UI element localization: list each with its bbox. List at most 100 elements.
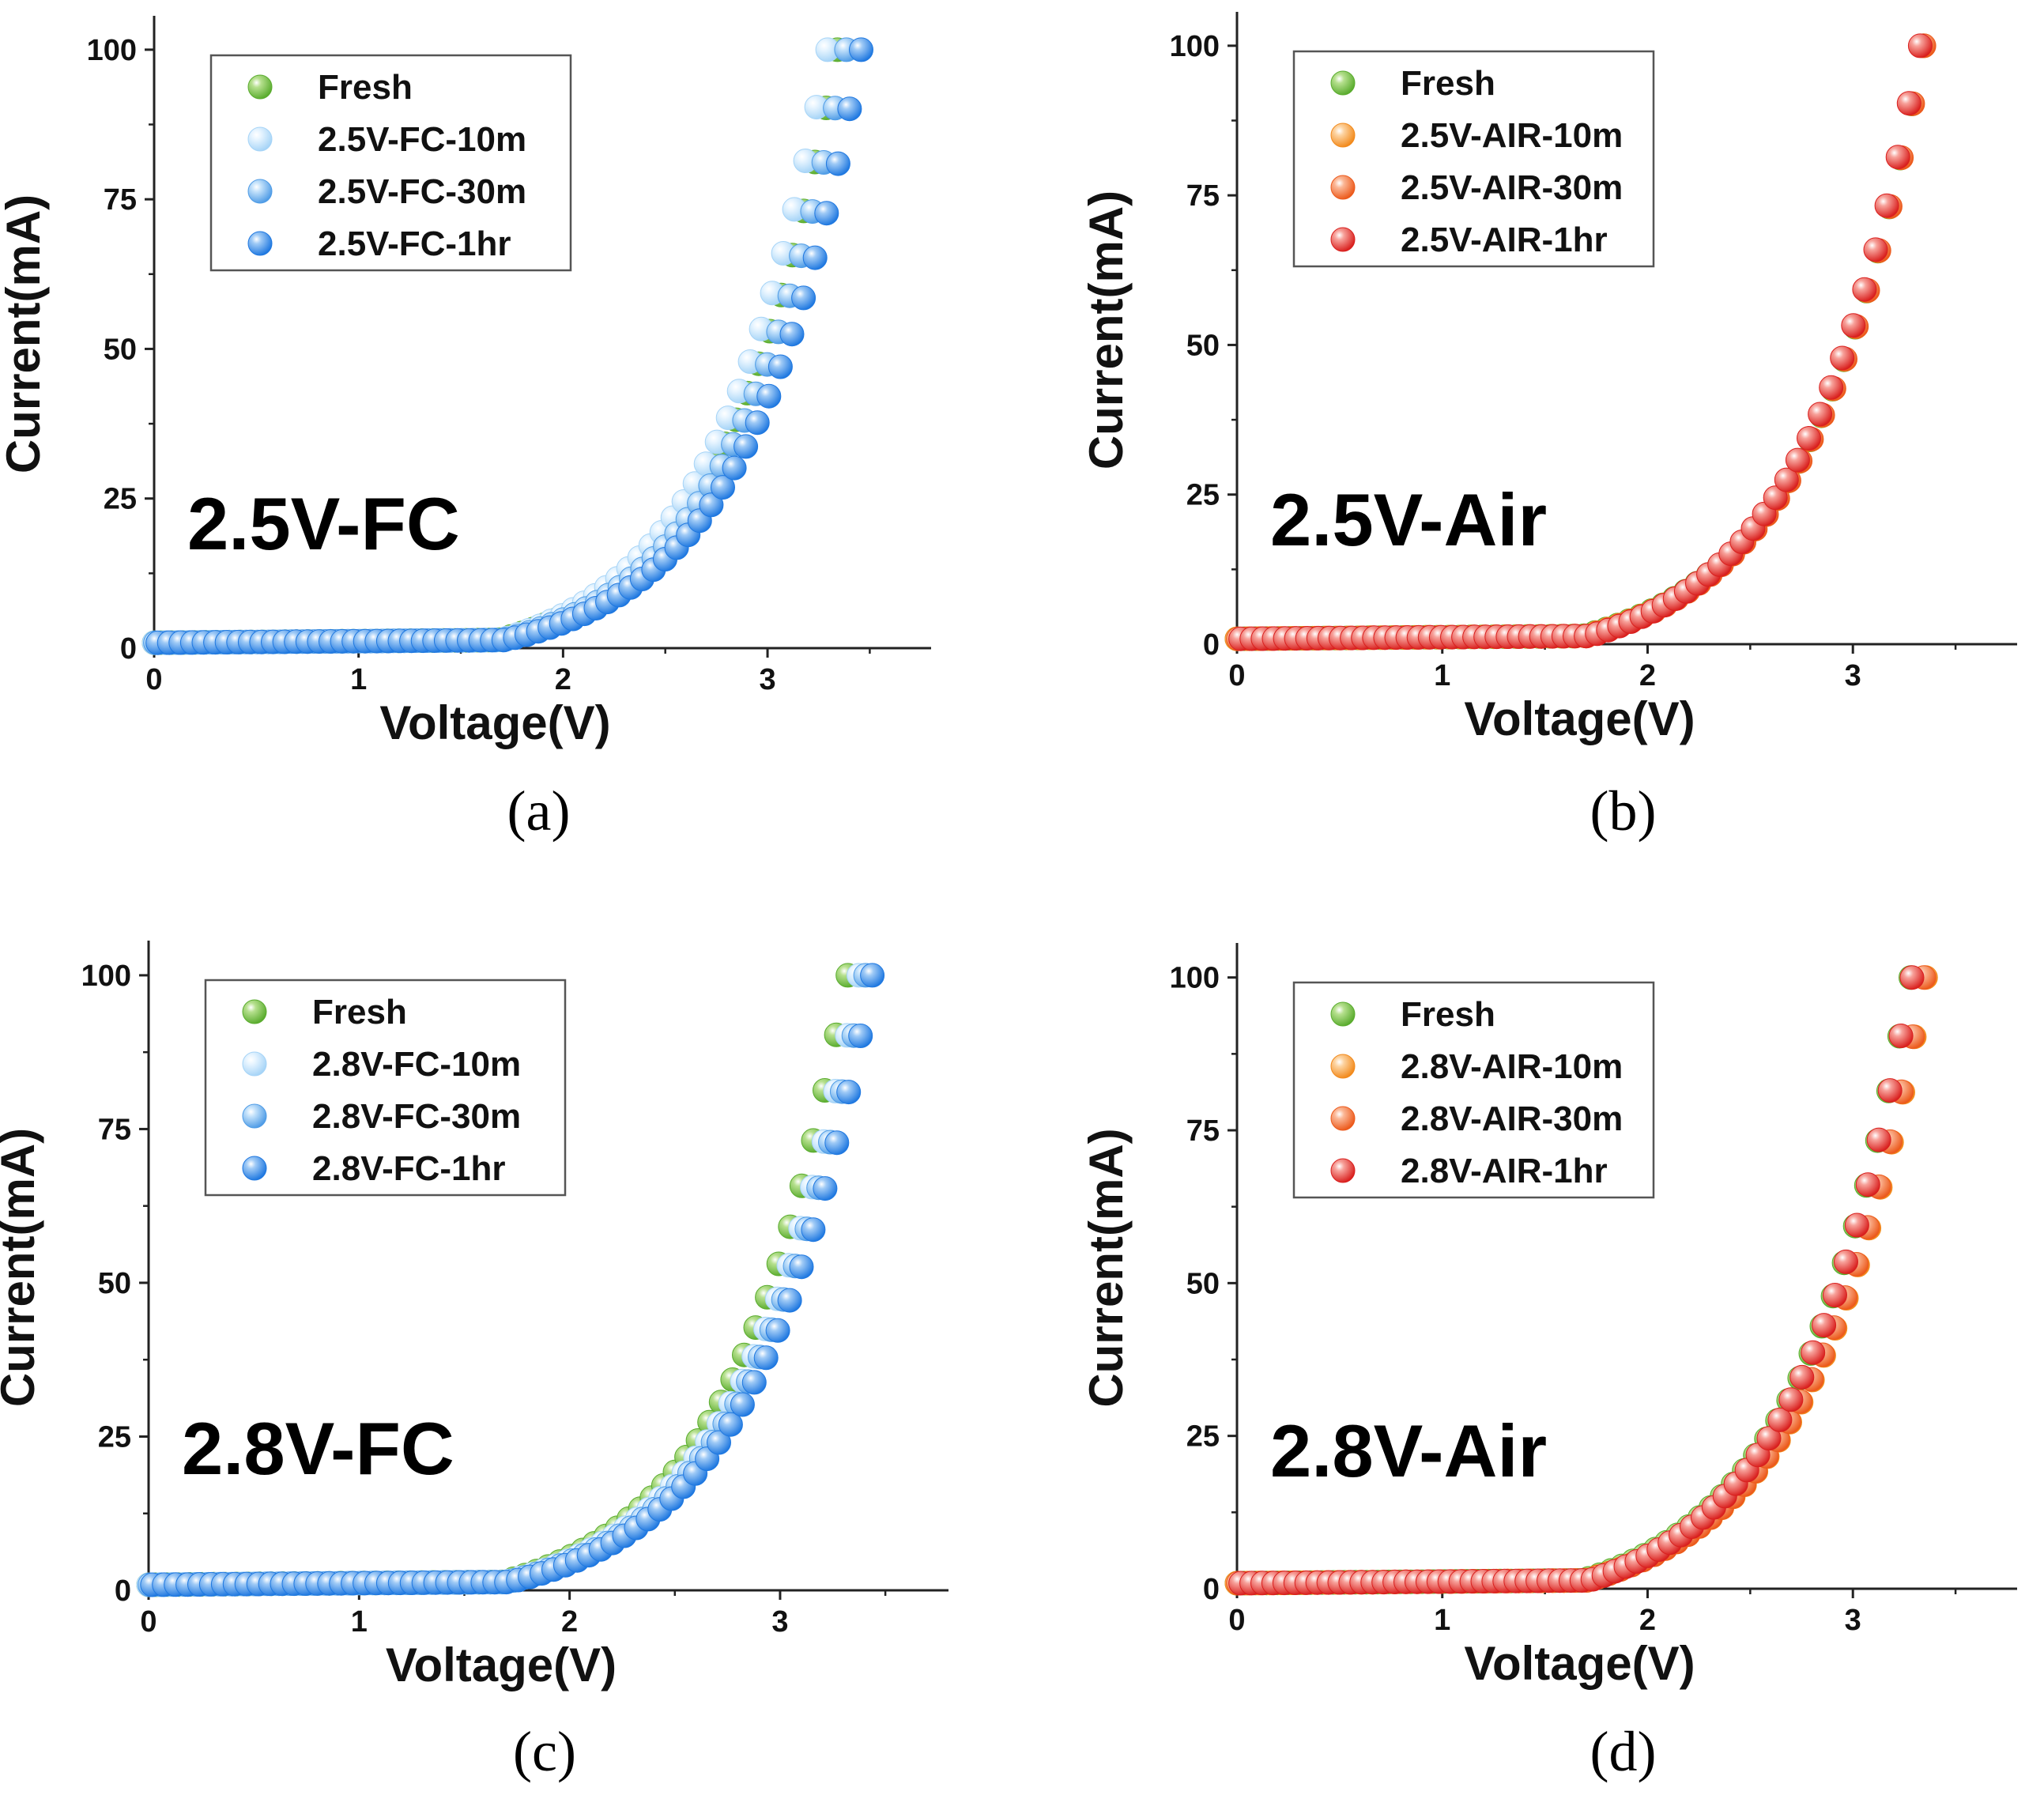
legend-entry: 2.5V-AIR-10m <box>1401 116 1623 155</box>
chart-panel-3: 0 25 50 75 100 0 1 2 3 Voltage(V) Current(mA) Fresh… <box>1080 943 2017 1783</box>
data-point <box>1789 1364 1815 1390</box>
y-tick-label: 75 <box>1186 1114 1220 1148</box>
data-point <box>1756 1426 1782 1451</box>
data-point <box>814 201 839 226</box>
data-point <box>1774 467 1799 492</box>
legend-marker <box>247 231 273 256</box>
y-axis-title: Current(mA) <box>0 1128 44 1407</box>
legend-entry: 2.5V-AIR-30m <box>1401 168 1623 207</box>
legend: Fresh 2.8V-AIR-10m 2.8V-AIR-30m 2.8V-AIR-1h… <box>1292 981 1655 1199</box>
y-tick-label: 50 <box>104 333 137 366</box>
x-tick-label: 1 <box>1434 659 1450 692</box>
legend-marker <box>1330 175 1356 200</box>
panel-inset-label: 2.8V-FC <box>182 1407 454 1490</box>
data-point <box>848 1024 873 1048</box>
x-tick-label: 1 <box>1434 1604 1450 1637</box>
legend-marker <box>247 74 273 100</box>
x-tick-label: 3 <box>1845 1604 1861 1637</box>
data-point <box>1819 375 1844 400</box>
series-2.8V-AIR-1hr <box>1228 965 1925 1596</box>
legend-entry: 2.8V-FC-30m <box>312 1097 521 1136</box>
data-point <box>813 1176 838 1201</box>
data-point <box>1834 1249 1858 1274</box>
data-point <box>802 245 828 270</box>
data-point <box>1767 1407 1793 1432</box>
y-axis-title: Current(mA) <box>0 194 50 473</box>
y-tick-label: 0 <box>120 632 137 666</box>
legend-marker <box>242 1103 267 1129</box>
panel-inset-label: 2.5V-FC <box>187 482 460 565</box>
data-point <box>1844 1212 1869 1238</box>
x-axis-title: Voltage(V) <box>386 1639 617 1691</box>
legend-marker <box>242 1156 267 1181</box>
data-point <box>789 1254 814 1280</box>
series-2.5V-FC-1hr <box>145 37 873 655</box>
data-point <box>1823 1283 1847 1307</box>
data-point <box>1801 1340 1826 1365</box>
data-point <box>718 1412 743 1437</box>
chart-panel-0: 0 25 50 75 100 0 1 2 3 Voltage(V) Current(mA) Fresh… <box>0 16 931 843</box>
y-tick-label: 75 <box>98 1113 131 1146</box>
y-tick-label: 100 <box>1170 30 1220 63</box>
legend-marker <box>1330 123 1356 148</box>
panel-caption: (c) <box>513 1720 576 1783</box>
legend-entry: 2.5V-AIR-1hr <box>1401 221 1608 259</box>
x-tick-label: 0 <box>140 1605 157 1639</box>
data-point <box>767 354 793 379</box>
legend-marker <box>247 126 273 152</box>
data-point <box>1866 1127 1891 1152</box>
legend-marker <box>1330 1106 1356 1131</box>
data-point <box>765 1318 790 1343</box>
x-axis-title: Voltage(V) <box>379 696 610 749</box>
data-point <box>836 1080 862 1105</box>
series-2.8V-FC-1hr <box>140 963 885 1597</box>
data-point <box>1797 426 1821 451</box>
legend-marker <box>1330 1054 1356 1079</box>
y-axis-title: Current(mA) <box>1080 1128 1133 1407</box>
data-point <box>722 455 747 481</box>
data-point <box>1874 193 1899 218</box>
y-axis-title: Current(mA) <box>1080 190 1133 470</box>
legend-entry: Fresh <box>1401 64 1495 103</box>
y-tick-label: 100 <box>81 960 131 993</box>
data-point <box>1808 402 1833 427</box>
data-point <box>777 1288 802 1313</box>
data-point <box>1899 965 1925 990</box>
x-tick-label: 1 <box>351 1605 368 1639</box>
legend-entry: Fresh <box>318 68 413 107</box>
data-point <box>756 383 782 409</box>
x-tick-label: 3 <box>771 1605 788 1639</box>
x-tick-label: 0 <box>1228 659 1245 692</box>
x-tick-label: 0 <box>145 663 162 696</box>
data-point <box>1841 313 1866 338</box>
legend-entry: 2.8V-FC-10m <box>312 1045 521 1084</box>
y-tick-label: 75 <box>104 183 137 217</box>
data-point <box>1855 1172 1880 1197</box>
data-point <box>730 1392 755 1417</box>
x-tick-label: 2 <box>1639 659 1656 692</box>
y-tick-label: 25 <box>1186 479 1220 512</box>
data-point <box>1812 1313 1837 1338</box>
legend-marker <box>242 1051 267 1077</box>
y-tick-label: 0 <box>1203 628 1220 662</box>
legend-entry: 2.5V-FC-10m <box>318 120 526 159</box>
data-point <box>837 96 862 122</box>
legend-marker <box>247 179 273 204</box>
legend-entry: Fresh <box>312 993 407 1031</box>
data-point <box>1888 1024 1914 1048</box>
legend-marker <box>1330 70 1356 96</box>
data-point <box>1778 1387 1804 1412</box>
data-point <box>1896 91 1921 116</box>
x-tick-label: 2 <box>561 1605 578 1639</box>
y-tick-label: 50 <box>98 1267 131 1300</box>
data-point <box>745 410 770 436</box>
y-tick-label: 100 <box>1170 962 1220 995</box>
legend: Fresh 2.8V-FC-10m 2.8V-FC-30m 2.8V-FC-1hr <box>204 979 567 1197</box>
x-tick-label: 3 <box>759 663 775 696</box>
data-point <box>734 434 759 459</box>
chart-panel-1: 0 25 50 75 100 0 1 2 3 Voltage(V) Current(mA) Fresh… <box>1080 12 2017 843</box>
data-point <box>1885 145 1910 170</box>
data-point <box>1852 277 1877 302</box>
y-tick-label: 50 <box>1186 329 1220 362</box>
